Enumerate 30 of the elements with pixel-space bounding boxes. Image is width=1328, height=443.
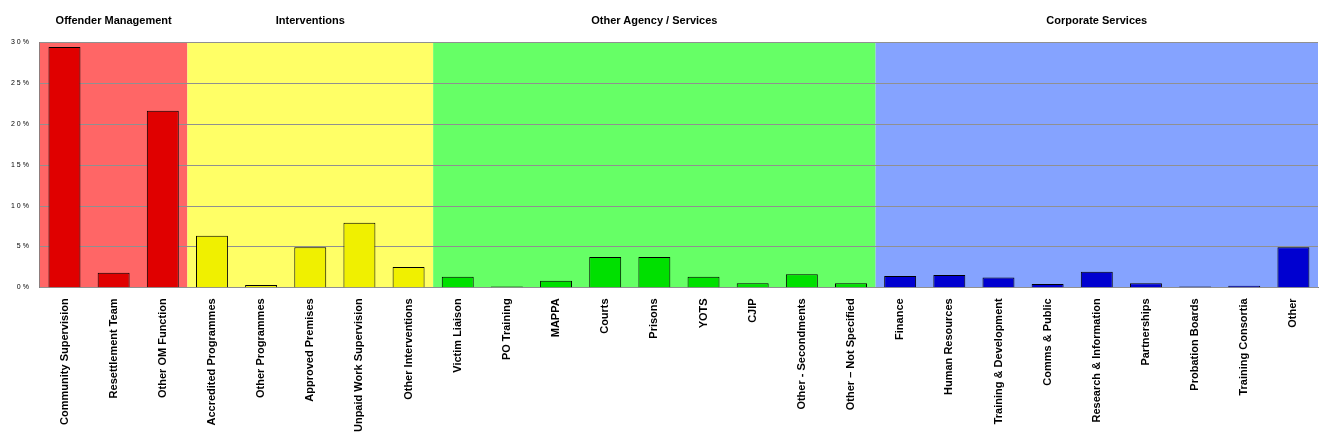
x-tick-label: Prisons <box>647 298 660 339</box>
band-label: Corporate Services <box>1046 13 1148 26</box>
band-label: Offender Management <box>55 13 173 26</box>
x-tick-label: Courts <box>598 298 611 334</box>
band-label: Other Agency / Services <box>591 13 718 26</box>
x-tick-label: Other <box>1286 297 1299 328</box>
x-tick-label: Human Resources <box>942 298 955 395</box>
x-tick-label: Research & Information <box>1089 298 1102 423</box>
x-tick-label: Community Supervision <box>57 298 70 425</box>
x-tick-label: Accredited Programmes <box>204 298 217 426</box>
x-tick-label: Resettlement Team <box>106 298 119 399</box>
x-tick-label: Other Interventions <box>401 298 414 400</box>
x-tick-label: Probation Boards <box>1188 298 1201 391</box>
x-tick-label: PO Training <box>499 298 512 361</box>
x-tick-label: MAPPA <box>549 298 562 338</box>
x-tick-label: Other OM Function <box>155 298 168 398</box>
x-tick-label: YOTS <box>696 298 709 329</box>
x-tick-label: Approved Premises <box>303 298 316 402</box>
x-tick-label: Victim Liaison <box>450 298 463 373</box>
x-tick-label: Finance <box>893 298 906 340</box>
band-label: Interventions <box>275 13 345 26</box>
x-tick-label: Training & Development <box>991 298 1004 425</box>
x-tick-label: CJIP <box>745 298 758 323</box>
x-tick-label: Other Programmes <box>254 298 267 399</box>
x-tick-label: Other - Secondments <box>794 298 807 410</box>
x-tick-label: Other – Not Specified <box>844 298 857 411</box>
x-tick-label: Training Consortia <box>1237 297 1250 396</box>
x-tick-label: Partnerships <box>1138 298 1151 366</box>
x-tick-label: Unpaid Work Supervision <box>352 298 365 433</box>
x-tick-label: Comms & Public <box>1040 298 1053 386</box>
